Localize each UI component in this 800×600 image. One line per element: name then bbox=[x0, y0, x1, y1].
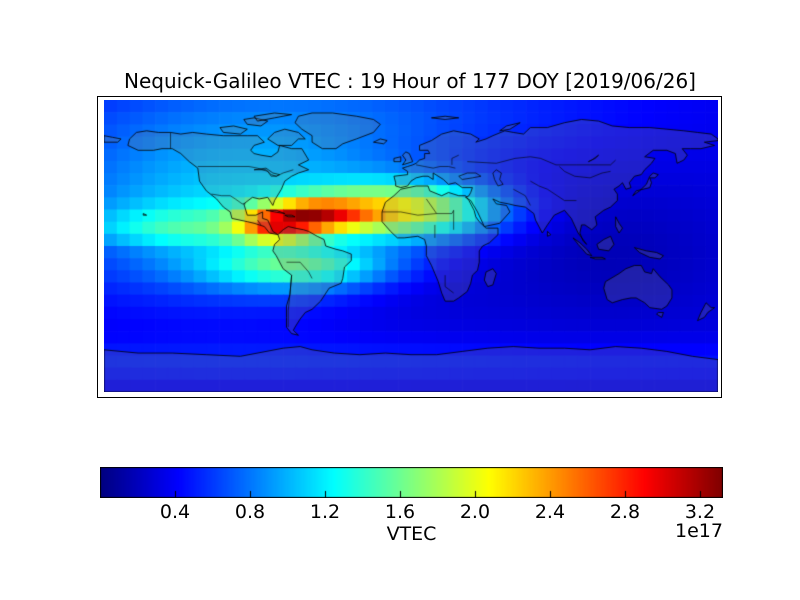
colorbar-tick-label: 1.2 bbox=[309, 501, 341, 523]
colorbar-tick-label: 0.8 bbox=[234, 501, 266, 523]
colorbar-tick-label: 2.4 bbox=[534, 501, 566, 523]
colorbar-canvas bbox=[100, 467, 723, 498]
colorbar-tick-label: 3.2 bbox=[684, 501, 716, 523]
colorbar-tick-label: 2.0 bbox=[459, 501, 491, 523]
colorbar-tick-label: 2.8 bbox=[609, 501, 641, 523]
vtec-heatmap-canvas bbox=[104, 100, 718, 392]
colorbar-axis-label: VTEC bbox=[386, 523, 437, 545]
plot-title: Nequick-Galileo VTEC : 19 Hour of 177 DO… bbox=[123, 69, 696, 93]
colorbar-offset-label: 1e17 bbox=[675, 520, 723, 542]
colorbar-tick-label: 1.6 bbox=[384, 501, 416, 523]
colorbar-tick-label: 0.4 bbox=[159, 501, 191, 523]
